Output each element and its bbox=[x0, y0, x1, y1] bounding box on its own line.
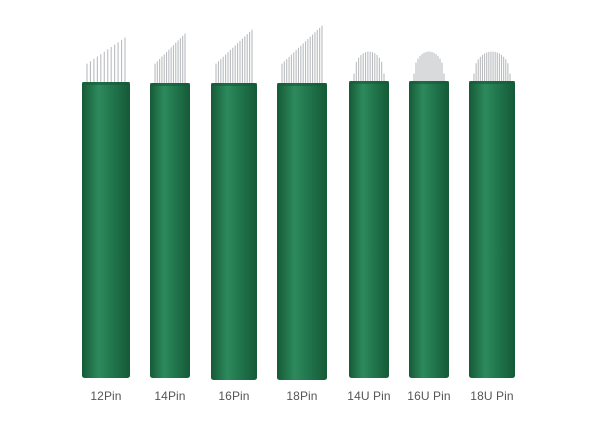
needle-array bbox=[86, 37, 126, 85]
blade-body bbox=[409, 81, 449, 378]
blade-14u-pin-label: 14U Pin bbox=[347, 389, 391, 403]
needle-array bbox=[281, 25, 323, 86]
blade-16pin-label: 16Pin bbox=[218, 389, 250, 403]
blade-12pin-label: 12Pin bbox=[90, 389, 122, 403]
needle-array bbox=[154, 33, 186, 86]
blade-body bbox=[469, 81, 515, 378]
blade-16u-pin-label: 16U Pin bbox=[407, 389, 451, 403]
blade-body bbox=[82, 82, 130, 378]
needle-array bbox=[215, 29, 253, 86]
needle-array bbox=[413, 51, 445, 84]
blade-18u-pin-label: 18U Pin bbox=[470, 389, 514, 403]
needle-array bbox=[353, 51, 385, 84]
blade-14pin-label: 14Pin bbox=[154, 389, 186, 403]
needle-array bbox=[473, 51, 511, 84]
blade-18pin-label: 18Pin bbox=[286, 389, 318, 403]
blade-body bbox=[349, 81, 389, 378]
blade-body bbox=[211, 83, 257, 380]
blade-body bbox=[150, 83, 190, 378]
blade-body bbox=[277, 83, 327, 380]
